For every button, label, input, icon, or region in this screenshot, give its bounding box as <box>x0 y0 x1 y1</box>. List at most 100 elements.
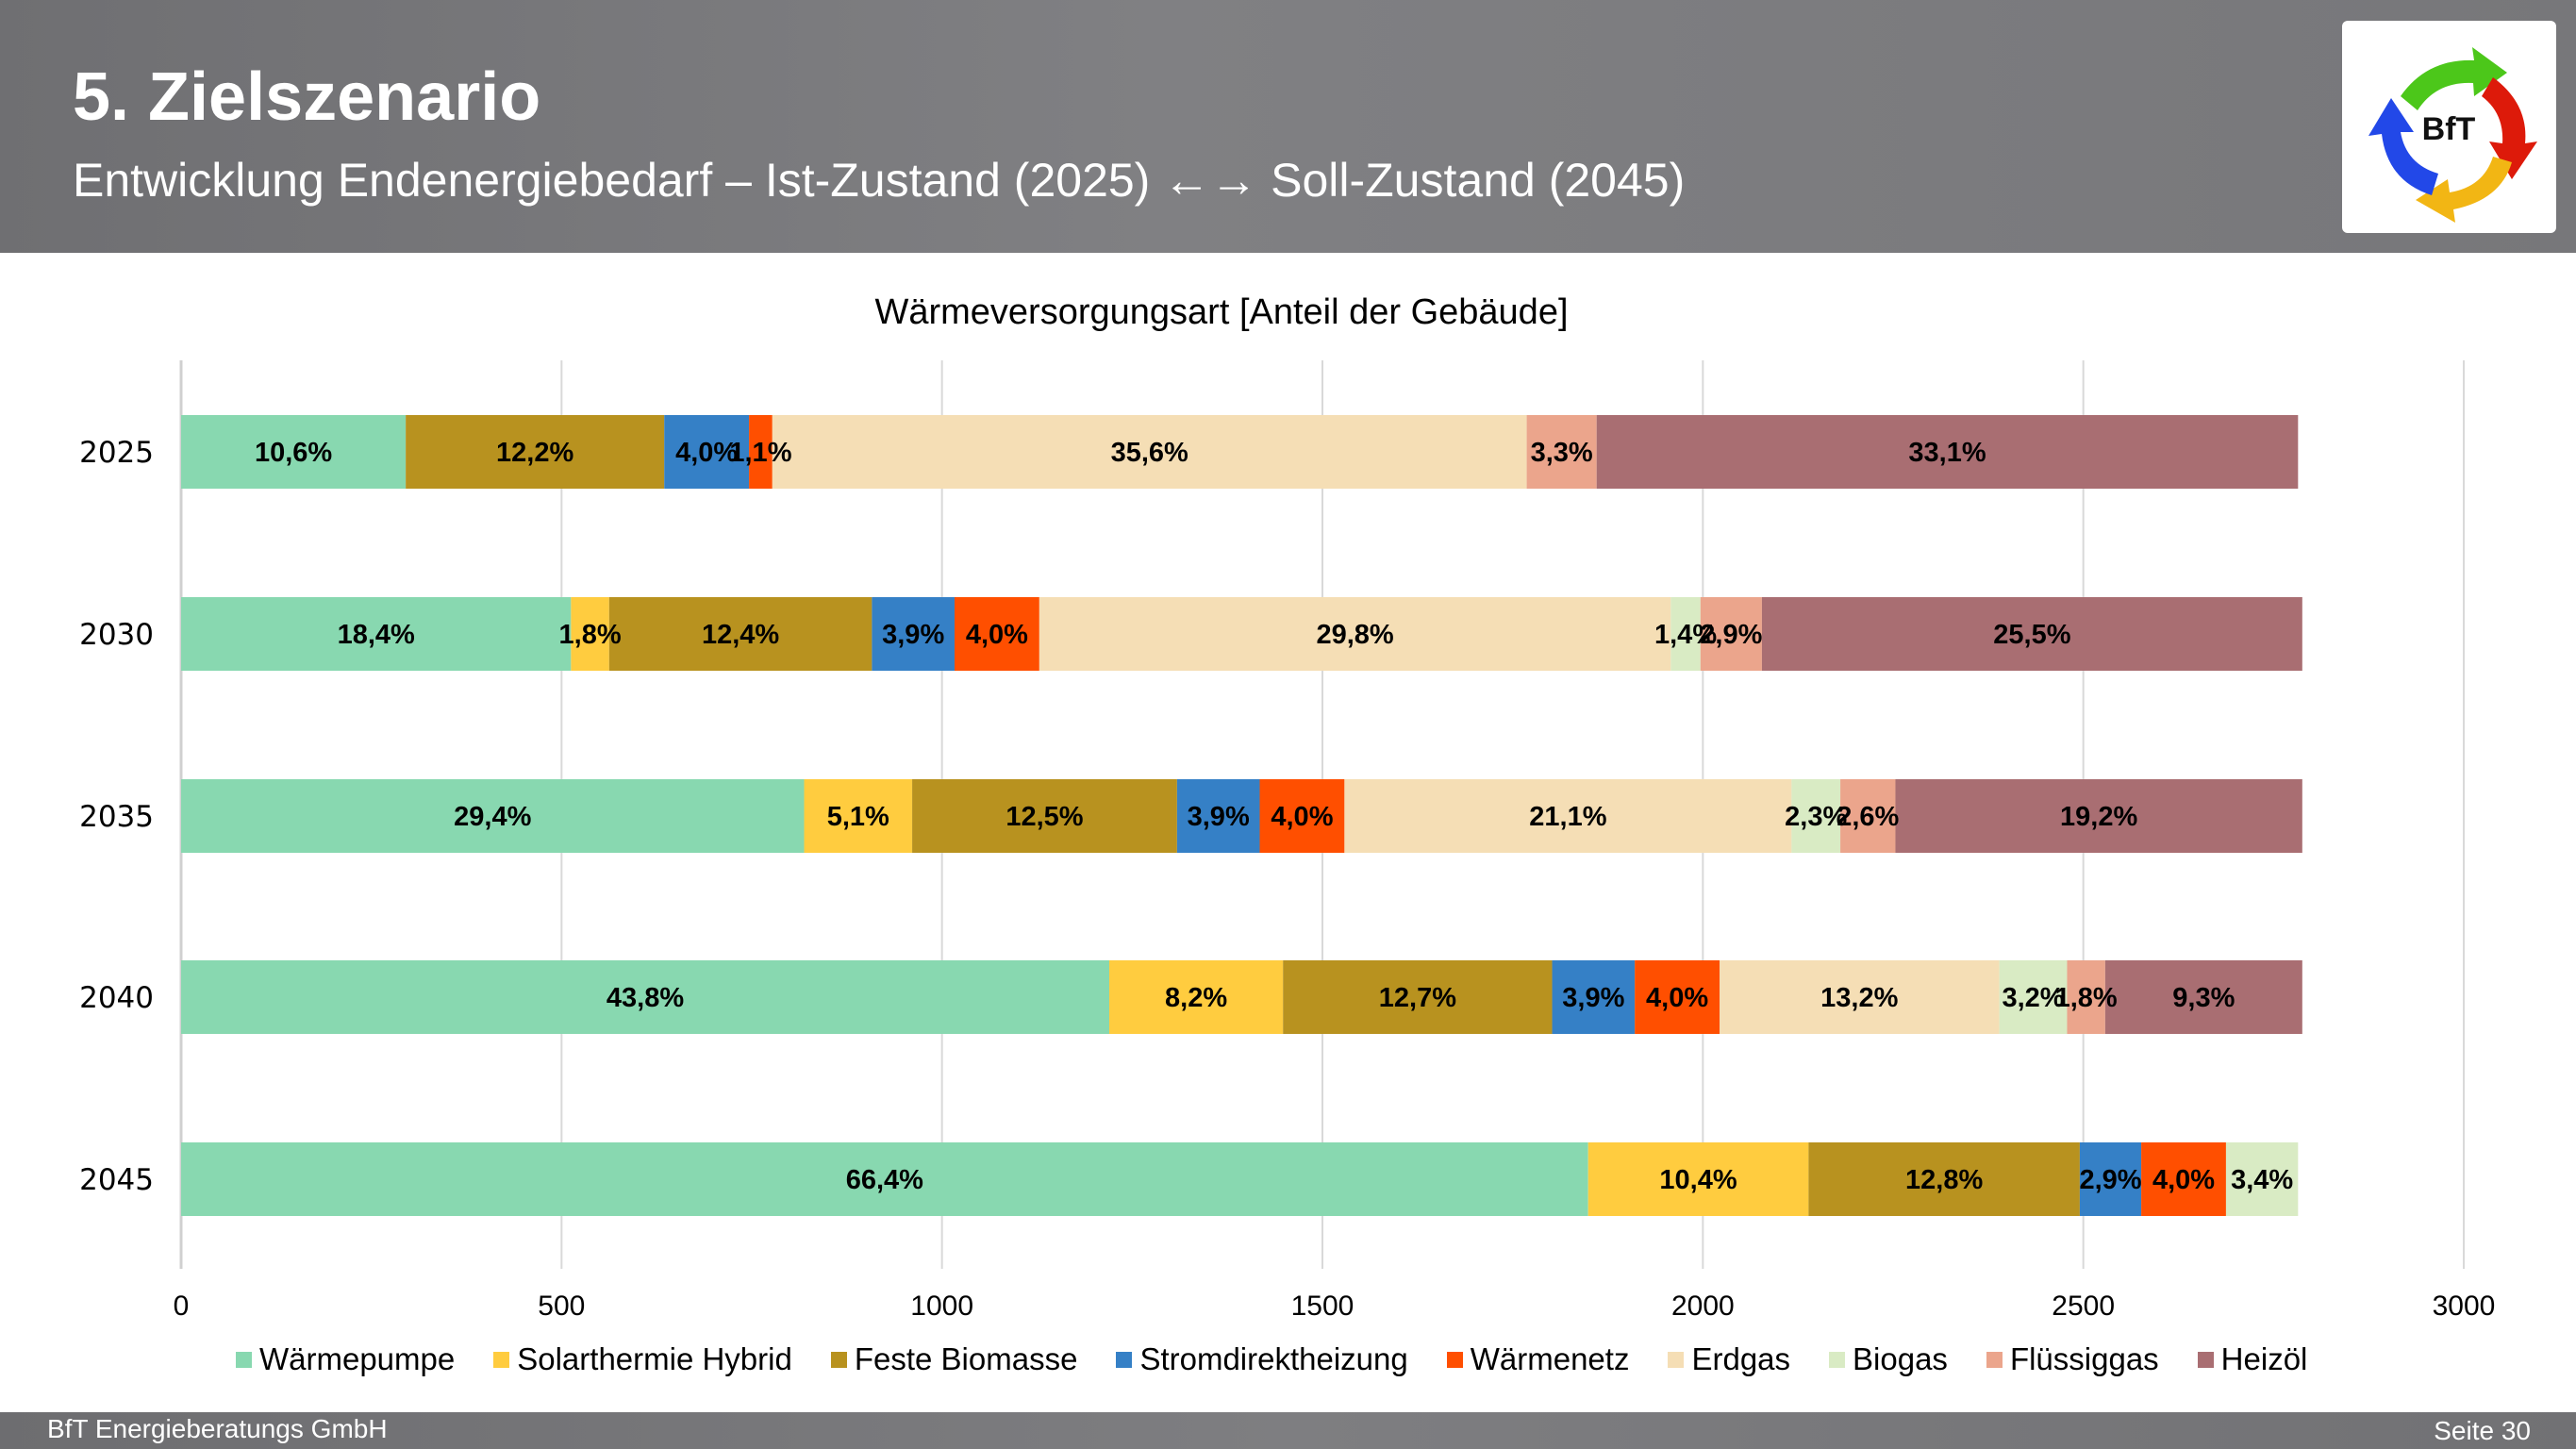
data-label: 9,3% <box>2172 983 2235 1013</box>
legend-item: Heizöl <box>2197 1341 2308 1377</box>
data-label: 3,9% <box>1562 983 1624 1013</box>
bar-segment <box>1283 960 1553 1034</box>
stacked-bar-chart: 0 500 1000 1500 2000 2500 3000 2025 2030 2035 2040… <box>79 360 2495 1321</box>
data-label: 29,8% <box>1316 620 1393 650</box>
y-category-label: 2045 <box>79 1163 154 1197</box>
data-label: 18,4% <box>338 620 415 650</box>
data-label: 1,4% <box>1654 620 1717 650</box>
data-label: 1,8% <box>2055 983 2118 1013</box>
bar-segment <box>1344 779 1792 853</box>
data-label: 3,2% <box>2002 983 2064 1013</box>
legend-item: Stromdirektheizung <box>1116 1341 1408 1377</box>
bar-segment <box>608 597 873 671</box>
legend-label: Stromdirektheizung <box>1139 1341 1408 1376</box>
bar-segment <box>1895 779 2302 853</box>
y-category-label: 2040 <box>79 981 154 1015</box>
legend-item: Solarthermie Hybrid <box>493 1341 792 1377</box>
data-label: 2,3% <box>1785 802 1847 832</box>
legend-item: Flüssiggas <box>1986 1341 2159 1377</box>
x-tick-label: 0 <box>174 1291 190 1321</box>
data-label: 43,8% <box>607 983 684 1013</box>
legend-label: Erdgas <box>1691 1341 1791 1376</box>
legend-label: Solarthermie Hybrid <box>517 1341 792 1376</box>
bar-segment <box>2141 1142 2226 1216</box>
data-label: 12,8% <box>1905 1165 1983 1195</box>
data-label: 4,0% <box>1271 802 1333 832</box>
data-label: 13,2% <box>1820 983 1898 1013</box>
legend-label: Wärmepumpe <box>259 1341 456 1376</box>
legend-swatch <box>1116 1351 1133 1368</box>
bar-segment <box>664 415 750 489</box>
x-tick-label: 500 <box>538 1291 585 1321</box>
data-label: 10,4% <box>1659 1165 1737 1195</box>
data-label: 4,0% <box>1646 983 1708 1013</box>
bar-segment <box>406 415 665 489</box>
bar-segment <box>181 960 1109 1034</box>
y-category-label: 2030 <box>79 618 154 652</box>
y-category-label: 2035 <box>79 800 154 834</box>
y-category-label: 2025 <box>79 436 154 470</box>
legend-swatch <box>236 1351 252 1368</box>
legend-label: Heizöl <box>2220 1341 2308 1376</box>
bar-segment <box>2225 1142 2299 1216</box>
bar-segment <box>954 597 1039 671</box>
data-label: 10,6% <box>255 438 332 468</box>
bar-segment <box>1808 1142 2080 1216</box>
data-label: 33,1% <box>1908 438 1986 468</box>
chart-title: Wärmeversorgungsart [Anteil der Gebäude] <box>874 292 1569 332</box>
data-label: 4,0% <box>2152 1165 2215 1195</box>
data-label: 29,4% <box>454 802 531 832</box>
x-tick-label: 2000 <box>1671 1291 1735 1321</box>
data-label: 12,5% <box>1005 802 1083 832</box>
legend-swatch <box>830 1351 847 1368</box>
legend-item: Wärmenetz <box>1446 1341 1630 1377</box>
svg-text:BfT: BfT <box>2422 111 2476 147</box>
legend-swatch <box>493 1351 510 1368</box>
data-label: 12,7% <box>1379 983 1456 1013</box>
data-label: 2,9% <box>1700 620 1762 650</box>
bar-segment <box>1720 960 2000 1034</box>
legend-item: Wärmepumpe <box>236 1341 455 1377</box>
slide-title: 5. Zielszenario <box>73 59 541 135</box>
bar-segment <box>772 415 1527 489</box>
x-tick-label: 2500 <box>2052 1291 2115 1321</box>
legend-swatch <box>1829 1351 1846 1368</box>
legend-item: Biogas <box>1829 1341 1948 1377</box>
data-label: 2,9% <box>2079 1165 2141 1195</box>
data-label: 66,4% <box>846 1165 923 1195</box>
data-label: 8,2% <box>1165 983 1227 1013</box>
data-label: 21,1% <box>1529 802 1606 832</box>
legend-label: Biogas <box>1853 1341 1948 1376</box>
bar-segment <box>1587 1142 1809 1216</box>
x-tick-label: 1500 <box>1291 1291 1354 1321</box>
bar-segment <box>1840 779 1896 853</box>
legend-swatch <box>1446 1351 1463 1368</box>
bar-segment <box>749 415 773 489</box>
data-label: 2,6% <box>1836 802 1899 832</box>
bar-segment <box>872 597 955 671</box>
bar-segment <box>1176 779 1260 853</box>
data-label: 12,2% <box>496 438 573 468</box>
data-label: 4,0% <box>966 620 1028 650</box>
legend-swatch <box>2197 1351 2214 1368</box>
legend-swatch <box>1668 1351 1685 1368</box>
data-label: 25,5% <box>1993 620 2070 650</box>
legend-label: Wärmenetz <box>1470 1341 1630 1376</box>
legend-label: Feste Biomasse <box>854 1341 1078 1376</box>
footer-page-number: Seite 30 <box>2434 1416 2531 1445</box>
data-label: 1,1% <box>729 438 791 468</box>
bar-segment <box>181 779 805 853</box>
bar-segment <box>2079 1142 2142 1216</box>
bar-segment <box>1259 779 1345 853</box>
bar-segment <box>2104 960 2302 1034</box>
bar-segment <box>571 597 609 671</box>
bar-segment <box>1108 960 1284 1034</box>
legend-item: Feste Biomasse <box>830 1341 1078 1377</box>
data-label: 5,1% <box>827 802 889 832</box>
data-label: 12,4% <box>702 620 779 650</box>
data-label: 3,9% <box>882 620 944 650</box>
chart-legend: Wärmepumpe Solarthermie Hybrid Feste Bioma… <box>0 1341 2576 1377</box>
bar-segment <box>1999 960 2068 1034</box>
bar-segment <box>2067 960 2105 1034</box>
data-label: 3,9% <box>1188 802 1250 832</box>
